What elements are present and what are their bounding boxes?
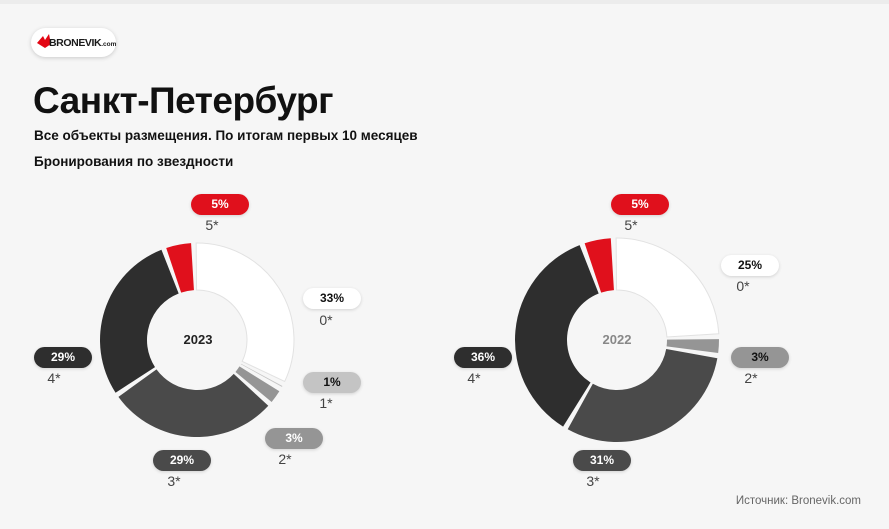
donut-segment-2023-5star: [166, 243, 194, 293]
chart-heading: Бронирования по звездности: [34, 154, 234, 169]
donut-segment-2023-3star: [118, 369, 269, 437]
value-label-0star: 33%: [303, 288, 361, 309]
logo-brand: BRONEVIK: [49, 37, 102, 49]
bronevik-logo[interactable]: BRONEVIK.com: [31, 28, 116, 57]
category-label-1star: 1*: [319, 395, 333, 411]
center-label-2023: 2023: [183, 332, 213, 347]
value-label-3star-2022: 31%: [573, 450, 631, 471]
category-label-0star-2022: 0*: [736, 278, 750, 294]
value-label-5star: 5%: [191, 194, 249, 215]
logo-text: BRONEVIK.com: [49, 37, 116, 49]
value-label-0star-2022: 25%: [721, 255, 779, 276]
category-label-5star: 5*: [205, 217, 219, 233]
donut-segment-2022-2star: [666, 339, 719, 353]
value-label-5star-2022: 5%: [611, 194, 669, 215]
source-note: Источник: Bronevik.com: [735, 495, 861, 507]
category-label-3star: 3*: [167, 473, 181, 489]
value-label-3star: 29%: [153, 450, 211, 471]
donut-segment-2023-2star: [235, 366, 280, 402]
category-label-2star: 2*: [278, 451, 292, 467]
value-label-4star: 29%: [34, 347, 92, 368]
value-label-4star-2022: 36%: [454, 347, 512, 368]
category-label-2star-2022: 2*: [744, 370, 758, 386]
category-label-0star: 0*: [319, 312, 333, 328]
donut-segment-2023-0star: [195, 242, 295, 383]
donut-segment-2022-3star: [567, 348, 718, 443]
value-label-1star: 1%: [303, 372, 361, 393]
category-label-5star-2022: 5*: [624, 217, 638, 233]
page-subtitle: Все объекты размещения. По итогам первых…: [34, 128, 418, 143]
value-label-2star: 3%: [265, 428, 323, 449]
category-label-4star: 4*: [47, 370, 61, 386]
donut-segment-2022-4star: [515, 245, 599, 427]
top-divider: [0, 0, 889, 4]
logo-mark-icon: [37, 34, 51, 48]
center-label-2022: 2022: [602, 332, 632, 347]
category-label-4star-2022: 4*: [467, 370, 481, 386]
donut-segment-2022-5star: [584, 238, 614, 293]
logo-domain: .com: [101, 41, 117, 48]
category-label-3star-2022: 3*: [586, 473, 600, 489]
donut-segment-2023-4star: [100, 249, 179, 393]
donut-segment-2023-1star: [240, 363, 283, 387]
page-title: Санкт-Петербург: [33, 80, 334, 121]
value-label-2star-2022: 3%: [731, 347, 789, 368]
donut-segment-2022-0star: [615, 237, 720, 338]
